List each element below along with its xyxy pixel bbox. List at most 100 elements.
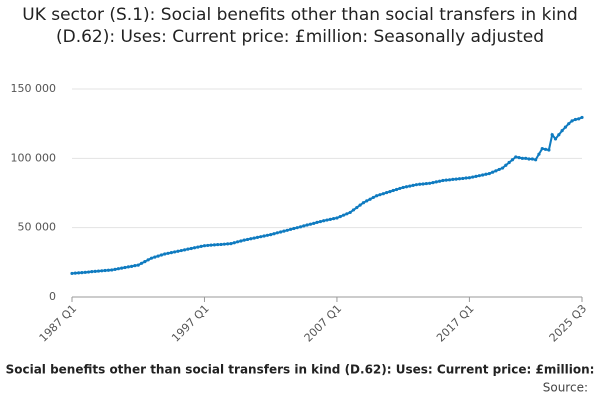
marker [557,133,561,137]
marker [341,213,346,217]
marker [292,226,296,231]
marker [351,208,356,212]
marker [530,157,534,161]
marker [547,148,551,152]
marker [80,270,84,275]
marker [325,218,329,222]
marker [563,125,568,129]
marker [120,266,124,270]
marker [461,176,465,181]
marker [219,242,223,247]
marker [481,173,485,177]
marker [212,243,217,247]
marker [315,220,319,224]
marker [189,246,193,251]
marker [232,241,236,245]
marker [437,179,442,183]
marker [391,188,395,193]
marker [302,224,306,228]
marker [361,201,366,205]
marker [70,271,74,276]
marker [196,245,200,249]
marker [328,217,332,221]
marker [186,247,190,251]
marker [90,270,94,274]
chart-title: UK sector (S.1): Social benefits other t… [22,5,578,47]
marker [457,177,462,181]
marker [305,223,309,227]
marker [235,240,240,244]
marker [441,178,445,183]
x-tick-label: 1987 Q1 [37,302,80,345]
marker [368,197,372,201]
marker [262,234,266,238]
marker [408,184,412,188]
marker [524,156,528,160]
marker [288,227,293,231]
x-tick-label: 2017 Q1 [434,302,477,345]
marker [490,170,495,174]
y-tick-label: 0 [49,290,56,303]
marker [192,246,197,250]
marker [77,271,81,275]
marker [338,214,342,219]
marker [378,193,382,197]
marker [202,244,207,248]
marker [282,229,286,233]
marker [143,260,147,264]
marker [252,236,256,240]
marker [146,258,150,262]
marker [553,137,558,141]
marker [239,239,243,243]
y-tick-label: 100 000 [11,151,57,164]
y-tick-label: 50 000 [18,221,57,234]
marker [543,147,548,151]
marker [527,157,531,161]
marker [577,117,581,121]
x-tick-label: 2025 Q3 [547,302,590,345]
marker [83,270,87,274]
marker [414,183,419,187]
marker [298,225,303,229]
marker [474,174,478,178]
marker [149,256,154,260]
marker [421,182,425,186]
marker [279,230,283,234]
x-tick-label: 1997 Q1 [169,302,212,345]
marker [275,231,279,235]
marker [126,265,130,269]
marker [504,163,508,167]
marker [335,216,339,220]
marker [332,217,336,221]
marker [471,175,475,179]
marker [116,267,120,271]
marker [467,176,472,180]
marker [348,210,352,215]
marker [500,166,505,170]
marker [156,254,160,258]
marker [226,242,230,246]
marker [110,268,114,272]
marker [580,115,584,120]
line [71,116,583,275]
marker [434,180,438,184]
footer: Social benefits other than social transf… [6,363,595,377]
marker [139,261,144,265]
marker [308,222,313,226]
marker [255,235,260,239]
marker [487,171,491,176]
marker [517,156,521,160]
marker [497,167,501,172]
marker [560,129,564,133]
marker [573,117,577,122]
marker [401,185,405,190]
x-tick-label: 2007 Q1 [302,302,345,345]
marker [133,264,137,268]
marker [245,237,250,242]
marker [106,268,111,272]
marker [249,237,253,241]
marker [424,181,428,186]
marker [176,249,180,253]
marker [394,187,399,192]
